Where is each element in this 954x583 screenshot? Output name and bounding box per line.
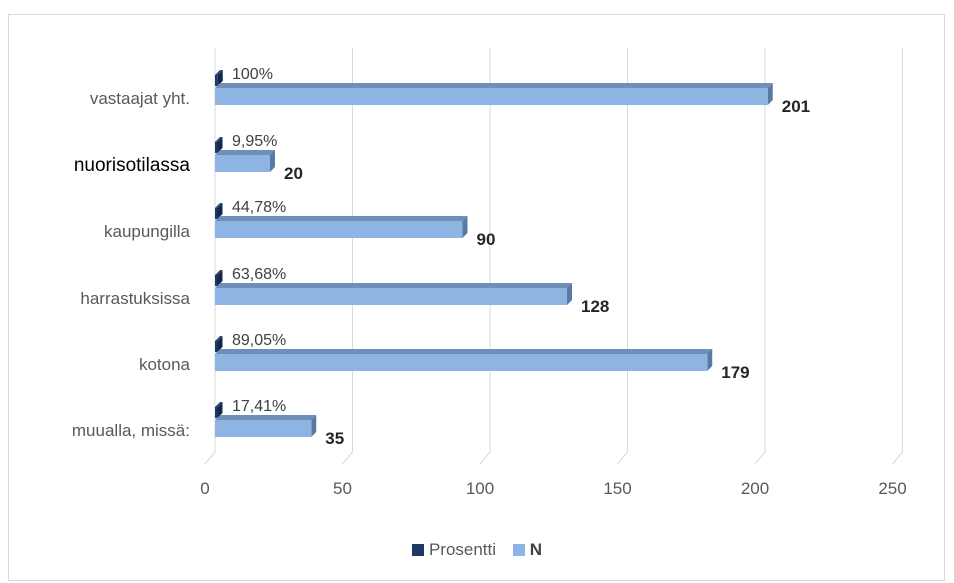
prosentti-bar [215,75,218,86]
n-bar [215,354,708,371]
prosentti-bar-top [215,270,223,275]
n-data-label: 179 [721,363,749,382]
prosentti-bar-side [217,402,223,418]
prosentti-bar-side [217,70,223,86]
prosentti-bar-side [217,336,223,352]
category-label: kotona [139,355,191,374]
n-data-label: 20 [284,164,303,183]
n-bar [215,155,270,172]
n-data-label: 35 [325,429,344,448]
prosentti-bar-side [217,270,223,286]
legend-swatch-prosentti [411,544,424,556]
gridline-floor [617,451,628,465]
gridline-floor [342,451,353,465]
prosentti-bar-top [215,402,223,407]
n-bar-top [215,216,468,221]
n-data-label: 128 [581,297,609,316]
x-tick-label: 50 [333,479,352,498]
prosentti-bar [215,407,218,418]
legend: Prosentti N [0,540,954,561]
n-bar-side [707,349,713,371]
category-label: muualla, missä: [72,421,190,440]
n-data-label: 201 [782,97,810,116]
n-bar-side [567,283,572,305]
category-label: harrastuksissa [80,289,190,308]
n-bar [215,288,567,305]
prosentti-bar [215,142,218,153]
n-data-label: 90 [477,230,496,249]
prosentti-bar-top [215,336,223,341]
category-label: nuorisotilassa [74,155,191,176]
n-bar-side [311,415,317,437]
prosentti-bar-side [217,203,223,219]
n-bar-top [215,415,317,420]
n-bar [215,88,768,105]
legend-item-prosentti: Prosentti [411,540,497,560]
category-label: kaupungilla [104,222,191,241]
x-tick-label: 150 [603,479,631,498]
legend-swatch-n [512,544,525,556]
legend-label-prosentti: Prosentti [428,540,497,559]
n-bar-side [767,83,773,105]
prosentti-bar [215,275,218,286]
prosentti-bar-top [215,137,223,142]
prosentti-bar-side [217,137,223,153]
prosentti-data-label: 44,78% [232,199,286,216]
legend-item-n: N [512,540,543,560]
gridline-floor [754,451,766,465]
n-bar-side [462,216,468,238]
n-bar-side [270,150,275,172]
x-tick-label: 250 [878,479,906,498]
prosentti-bar-top [215,203,223,208]
n-bar-top [215,283,572,288]
prosentti-data-label: 100% [232,66,273,83]
legend-label-n: N [529,540,543,559]
prosentti-bar-top [215,70,223,75]
n-bar-top [215,150,275,155]
prosentti-bar [215,341,218,352]
n-bar [215,221,463,238]
prosentti-data-label: 17,41% [232,398,286,415]
x-tick-label: 100 [466,479,494,498]
n-bar [215,420,312,437]
prosentti-data-label: 63,68% [232,266,286,283]
gridline-floor [204,451,216,465]
gridline-floor [892,451,903,465]
n-bar-top [215,349,713,354]
x-tick-label: 200 [741,479,769,498]
n-bar-top [215,83,773,88]
gridline-floor [479,451,491,465]
prosentti-data-label: 89,05% [232,332,286,349]
prosentti-data-label: 9,95% [232,133,277,150]
prosentti-bar [215,208,218,219]
category-label: vastaajat yht. [90,89,190,108]
x-tick-label: 0 [200,479,209,498]
